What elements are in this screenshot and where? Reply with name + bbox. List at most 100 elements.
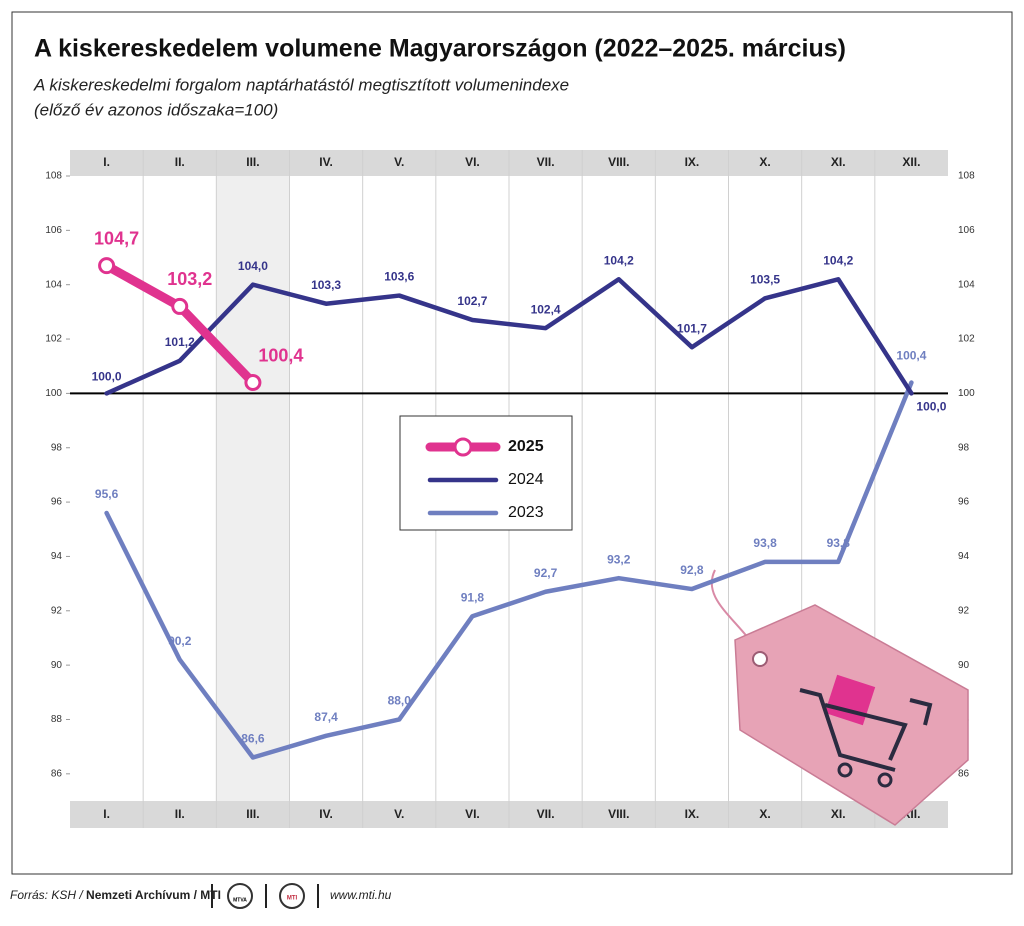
x-tick-label: X.: [759, 155, 770, 169]
x-tick-label: VI.: [465, 155, 480, 169]
data-label: 100,0: [92, 370, 122, 384]
y-tick-label: 98: [958, 442, 970, 453]
data-label: 104,0: [238, 259, 268, 273]
data-label: 104,2: [604, 253, 634, 267]
data-label: 103,3: [311, 278, 341, 292]
x-tick-label: VII.: [537, 155, 555, 169]
data-label: 86,6: [241, 732, 265, 746]
series-line: [104, 277, 914, 396]
y-tick-label: 96: [51, 497, 63, 508]
data-label: 93,2: [607, 552, 631, 566]
point-marker: [244, 374, 262, 392]
logo: [279, 883, 305, 909]
y-tick-label: 106: [45, 225, 62, 236]
data-label: 101,2: [165, 335, 195, 349]
data-label: 91,8: [461, 590, 485, 604]
x-tick-label: IX.: [685, 807, 700, 821]
y-tick-label: 104: [958, 279, 975, 290]
chart-title: A kiskereskedelem volumene Magyarországo…: [34, 35, 846, 63]
data-label: 87,4: [314, 710, 338, 724]
y-tick-label: 92: [51, 605, 63, 616]
legend-label: 2025: [508, 438, 544, 455]
legend-label: 2023: [508, 504, 544, 521]
x-tick-label: XI.: [831, 155, 846, 169]
y-tick-label: 100: [958, 388, 975, 399]
legend-label: 2024: [508, 471, 544, 488]
series-line: [104, 380, 914, 760]
y-tick-label: 86: [958, 768, 970, 779]
x-tick-label: X.: [759, 807, 770, 821]
y-tick-label: 94: [958, 551, 970, 562]
y-tick-label: 86: [51, 768, 63, 779]
data-label: 90,2: [168, 634, 192, 648]
y-tick-label: 108: [958, 171, 975, 182]
logo: [227, 883, 253, 909]
highlight-column: [216, 176, 290, 801]
data-label: 101,7: [677, 321, 707, 335]
x-tick-label: I.: [103, 155, 110, 169]
x-tick-label: V.: [394, 155, 404, 169]
x-tick-label: V.: [394, 807, 404, 821]
y-tick-label: 108: [45, 171, 62, 182]
x-tick-label: VIII.: [608, 155, 629, 169]
x-tick-label: IV.: [319, 155, 333, 169]
data-label: 103,6: [384, 270, 414, 284]
x-tick-label: VII.: [537, 807, 555, 821]
y-tick-label: 92: [958, 605, 970, 616]
plot-background: I. I. II. II. III. III. IV. IV. V. V. VI. VI. VII. VI…: [45, 150, 975, 828]
y-tick-label: 98: [51, 442, 63, 453]
x-tick-label: I.: [103, 807, 110, 821]
data-label: 88,0: [388, 694, 412, 708]
data-label: 103,2: [167, 269, 212, 289]
logo-text: MTVA: [233, 897, 247, 903]
y-tick-label: 94: [51, 551, 63, 562]
footer-source: Forrás: KSH / Nemzeti Archívum / MTI: [10, 888, 221, 902]
data-label: 100,4: [258, 345, 303, 365]
x-tick-label: VIII.: [608, 807, 629, 821]
legend: 2025 2024 2023: [399, 415, 573, 531]
y-tick-label: 90: [51, 660, 63, 671]
x-tick-label: II.: [175, 155, 185, 169]
x-tick-label: XI.: [831, 807, 846, 821]
data-label: 92,8: [680, 563, 704, 577]
x-tick-label: IX.: [685, 155, 700, 169]
price-tag-illustration: [710, 569, 969, 826]
data-label: 103,5: [750, 272, 780, 286]
data-label: 93,8: [753, 536, 777, 550]
data-label: 92,7: [534, 566, 558, 580]
x-tick-label: III.: [246, 155, 259, 169]
y-tick-label: 106: [958, 225, 975, 236]
data-label: 104,2: [823, 253, 853, 267]
subtitle: A kiskereskedelmi forgalom naptárhatástó…: [33, 75, 569, 94]
y-tick-label: 90: [958, 660, 970, 671]
y-tick-label: 96: [958, 497, 970, 508]
y-tick-label: 100: [45, 388, 62, 399]
y-tick-label: 88: [51, 714, 63, 725]
data-label: 102,7: [457, 294, 487, 308]
x-tick-label: VI.: [465, 807, 480, 821]
data-label: 102,4: [531, 302, 561, 316]
data-label: 100,4: [896, 349, 926, 363]
source-bold: Nemzeti Archívum / MTI: [86, 888, 221, 902]
subtitle: (előző év azonos időszaka=100): [34, 100, 278, 119]
legend-marker: [453, 437, 473, 457]
logo-text: MTI: [287, 896, 298, 902]
point-marker: [98, 257, 116, 275]
x-tick-label: II.: [175, 807, 185, 821]
source-prefix: Forrás: KSH /: [10, 888, 84, 902]
data-label: 93,8: [827, 536, 851, 550]
x-tick-label: XII.: [902, 155, 920, 169]
website: www.mti.hu: [330, 888, 392, 902]
lines: 95,6 90,2 86,6 87,4 88,0 91,8 92,7 93,2 92,8 93,8…: [92, 228, 947, 760]
data-label: 100,0: [916, 400, 946, 414]
point-marker: [171, 297, 189, 315]
y-tick-label: 102: [958, 334, 975, 345]
x-tick-label: IV.: [319, 807, 333, 821]
y-tick-label: 102: [45, 334, 62, 345]
data-label: 104,7: [94, 228, 139, 248]
footer: Forrás: KSH / Nemzeti Archívum / MTI MTV…: [10, 883, 392, 909]
data-label: 95,6: [95, 487, 119, 501]
x-tick-label: III.: [246, 807, 259, 821]
